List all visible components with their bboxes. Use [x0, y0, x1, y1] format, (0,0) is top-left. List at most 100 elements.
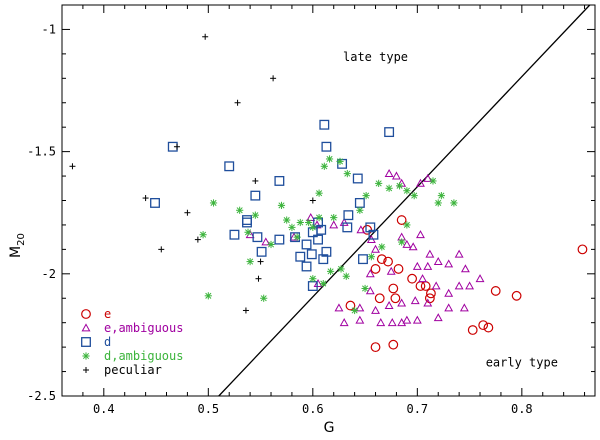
point-e-ambiguous [416, 230, 425, 239]
point-e-ambiguous [416, 178, 425, 187]
point-e-ambiguous [397, 318, 407, 327]
x-tick-label: 0.6 [302, 402, 324, 416]
point-e [370, 342, 381, 353]
point-e-ambiguous [387, 318, 397, 327]
point-e-ambiguous [402, 315, 412, 324]
point-e-ambiguous [423, 173, 433, 182]
point-e-ambiguous [454, 281, 464, 290]
point-d [242, 217, 252, 228]
point-d-ambiguous [199, 231, 207, 239]
point-d-ambiguous [320, 162, 328, 170]
annotation-text: late type [343, 50, 408, 64]
point-peculiar [173, 143, 180, 150]
plot-frame [61, 4, 596, 397]
point-d [301, 239, 312, 250]
y-axis-label: M20 [8, 233, 27, 258]
point-d [358, 254, 368, 265]
point-e-ambiguous [355, 315, 365, 324]
legend-label-peculiar: peculiar [104, 363, 162, 377]
point-d-ambiguous [361, 284, 369, 293]
point-d-ambiguous [342, 272, 350, 280]
point-e-ambiguous [418, 274, 428, 283]
x-tick-labels: 0.4 0.5 0.6 0.7 0.8 [93, 402, 533, 416]
legend-marker-e-ambiguous [81, 323, 91, 332]
point-d [306, 249, 317, 260]
point-d-ambiguous [209, 199, 218, 207]
point-d [256, 246, 267, 257]
point-e-ambiguous [261, 237, 271, 246]
point-d [321, 141, 332, 152]
point-e [376, 254, 387, 265]
point-peculiar [184, 209, 191, 216]
point-d-ambiguous [315, 189, 323, 197]
point-e-ambiguous [334, 303, 344, 312]
point-d-ambiguous [378, 243, 386, 251]
point-d-ambiguous [403, 187, 411, 195]
annotations: late type early type [343, 50, 558, 369]
point-e-ambiguous [412, 315, 422, 324]
point-e-ambiguous [433, 256, 443, 265]
point-d-ambiguous [309, 275, 317, 283]
point-peculiar [202, 33, 209, 40]
point-peculiar [257, 258, 264, 265]
point-d-ambiguous [319, 279, 327, 288]
point-d-ambiguous [204, 292, 212, 300]
point-e-ambiguous [423, 298, 433, 307]
boundary-line [218, 4, 591, 397]
point-e [396, 215, 407, 225]
point-d-ambiguous [288, 223, 296, 231]
point-d [313, 234, 323, 245]
legend-label-e: e [104, 307, 111, 321]
point-e-ambiguous [444, 288, 454, 297]
point-d-ambiguous [434, 199, 442, 207]
y-axis-label-sub: 20 [16, 233, 27, 246]
point-d [301, 261, 312, 272]
point-d [274, 175, 285, 186]
x-tick-label: 0.4 [93, 402, 115, 416]
point-e-ambiguous [412, 261, 422, 270]
point-e [390, 293, 401, 304]
point-d-ambiguous [385, 184, 393, 192]
point-d [354, 197, 365, 208]
point-d-ambiguous [351, 306, 359, 315]
point-peculiar [158, 246, 165, 253]
point-d-ambiguous [315, 214, 323, 222]
point-d-ambiguous [398, 238, 406, 246]
point-d-ambiguous [337, 265, 345, 273]
point-d [368, 229, 379, 240]
point-d-ambiguous [395, 182, 404, 190]
point-e-ambiguous [386, 266, 396, 275]
point-peculiar [194, 236, 201, 243]
point-d-ambiguous [362, 192, 370, 200]
point-e [393, 264, 404, 274]
point-d-ambiguous [403, 221, 411, 229]
x-axis-label: G [324, 420, 335, 436]
point-d [274, 234, 285, 245]
point-e [577, 244, 588, 255]
point-e-ambiguous [454, 249, 464, 258]
point-e-ambiguous [433, 313, 443, 322]
point-d-ambiguous [429, 177, 437, 185]
point-d-ambiguous [336, 157, 344, 165]
point-d-ambiguous [326, 267, 335, 275]
y-tick-label: -2 [42, 267, 56, 281]
x-tick-label: 0.8 [511, 402, 533, 416]
point-e-ambiguous [423, 261, 433, 270]
point-e-ambiguous [365, 286, 375, 295]
y-tick-label: -1 [42, 22, 56, 36]
point-d [321, 246, 332, 257]
point-e [407, 273, 418, 284]
point-e-ambiguous [410, 296, 420, 305]
point-e [490, 286, 501, 296]
point-d-ambiguous [375, 179, 383, 187]
point-e-ambiguous [444, 303, 454, 312]
point-e [345, 300, 356, 311]
legend-label-d-ambiguous: d,ambiguous [104, 349, 183, 363]
legend-marker-d-ambiguous [82, 352, 90, 360]
point-d-ambiguous [277, 201, 286, 209]
point-e-ambiguous [460, 264, 470, 273]
x-tick-label: 0.5 [197, 402, 219, 416]
y-axis-label-main: M [8, 246, 24, 258]
